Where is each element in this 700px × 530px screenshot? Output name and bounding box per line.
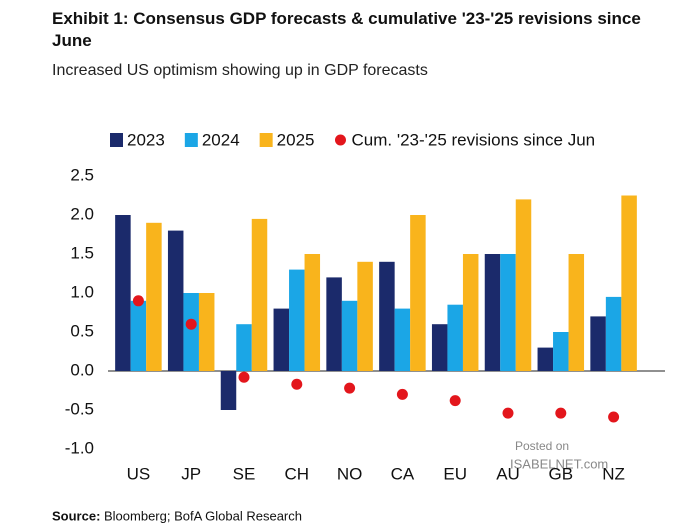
bar — [251, 218, 268, 371]
bar — [198, 293, 215, 371]
y-tick-label: 0.5 — [70, 321, 94, 340]
dot — [132, 295, 144, 307]
bar — [357, 261, 373, 371]
x-tick-label: NO — [337, 464, 363, 483]
bar — [273, 308, 290, 371]
bar — [236, 324, 252, 371]
bar — [410, 215, 426, 371]
bar — [500, 254, 516, 371]
bar — [605, 296, 622, 371]
bar — [220, 371, 237, 410]
dot — [608, 411, 620, 423]
x-tick-label: JP — [181, 464, 201, 483]
bar — [484, 254, 501, 371]
bar — [130, 300, 147, 371]
legend-marker — [259, 133, 273, 147]
legend-marker — [334, 134, 346, 146]
dot — [396, 388, 408, 400]
bar — [289, 269, 305, 371]
y-tick-label: -0.5 — [65, 399, 94, 418]
dot — [291, 378, 303, 390]
bar — [115, 215, 131, 371]
chart-title: Exhibit 1: Consensus GDP forecasts & cum… — [52, 9, 641, 50]
x-tick-label: CA — [391, 464, 415, 483]
y-tick-label: 1.0 — [70, 282, 94, 301]
y-tick-label: 2.5 — [70, 165, 94, 184]
bar — [431, 324, 448, 371]
bar — [462, 254, 479, 371]
watermark: ISABELNET.com — [510, 456, 608, 471]
source: Bloomberg; BofA Global Research — [104, 508, 302, 523]
source-label: Source: — [52, 508, 100, 523]
bar — [447, 304, 463, 371]
bar — [167, 230, 184, 371]
legend-label: Cum. '23-'25 revisions since Jun — [351, 130, 595, 149]
legend-label: 2024 — [202, 130, 240, 149]
bar — [304, 254, 321, 371]
bar — [621, 195, 637, 371]
x-tick-label: AU — [496, 464, 520, 483]
bar — [341, 300, 358, 371]
legend-label: 2023 — [127, 130, 165, 149]
x-tick-label: US — [127, 464, 151, 483]
bar — [183, 293, 199, 371]
dot — [555, 407, 567, 419]
watermark: Posted on — [515, 439, 569, 453]
chart-subtitle: Increased US optimism showing up in GDP … — [52, 62, 428, 79]
bar — [553, 332, 569, 371]
y-tick-label: 2.0 — [70, 204, 94, 223]
dot — [238, 371, 250, 383]
bar — [146, 222, 162, 371]
bar — [394, 308, 411, 371]
x-tick-label: GB — [549, 464, 574, 483]
y-tick-label: 0.0 — [70, 360, 94, 379]
y-tick-label: 1.5 — [70, 243, 94, 262]
dot — [185, 318, 197, 330]
bar — [537, 347, 554, 371]
x-tick-label: EU — [443, 464, 467, 483]
legend-marker — [110, 133, 123, 147]
dot — [344, 382, 356, 394]
x-tick-label: NZ — [602, 464, 625, 483]
bar — [379, 261, 395, 371]
bar — [326, 277, 342, 371]
x-tick-label: SE — [233, 464, 256, 483]
legend-marker — [184, 133, 198, 147]
bar — [568, 254, 585, 371]
bar — [515, 199, 532, 371]
dot — [502, 407, 514, 419]
dot — [449, 395, 461, 407]
x-tick-label: CH — [285, 464, 310, 483]
bar — [590, 316, 606, 371]
y-tick-label: -1.0 — [65, 438, 94, 457]
legend-label: 2025 — [277, 130, 315, 149]
